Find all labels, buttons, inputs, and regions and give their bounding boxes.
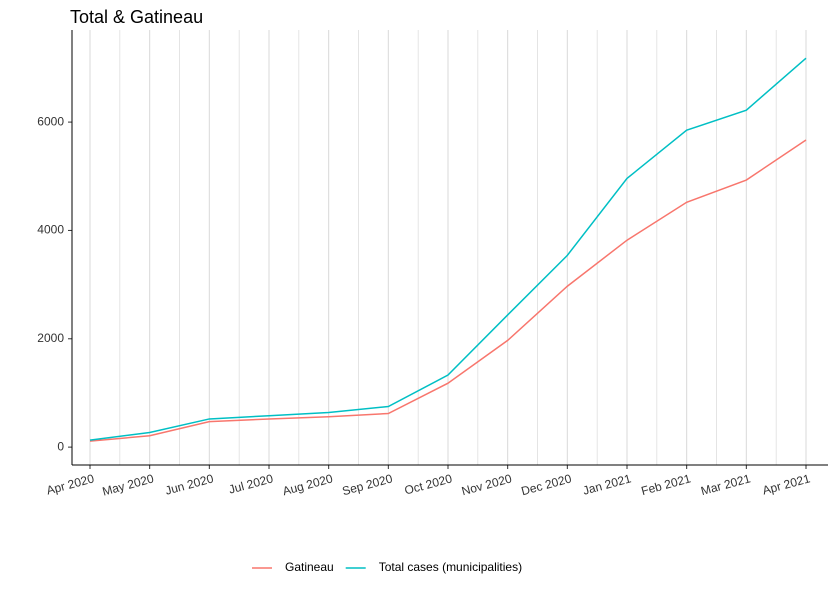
x-tick-label: Dec 2020 <box>520 471 574 498</box>
x-tick-label: Jun 2020 <box>164 471 216 497</box>
series-line <box>89 139 807 442</box>
x-tick-label: Feb 2021 <box>640 471 693 498</box>
y-tick-label: 0 <box>57 439 64 453</box>
x-tick-label: Apr 2021 <box>761 471 812 497</box>
x-tick-label: Aug 2020 <box>281 471 335 498</box>
x-tick-label: Oct 2020 <box>403 471 454 497</box>
y-tick-label: 6000 <box>37 114 64 128</box>
chart-title: Total & Gatineau <box>70 7 203 27</box>
x-tick-label: Sep 2020 <box>341 471 395 498</box>
x-tick-label: Apr 2020 <box>45 471 96 497</box>
y-tick-label: 2000 <box>37 331 64 345</box>
x-tick-label: Nov 2020 <box>460 471 514 498</box>
legend-label: Gatineau <box>285 560 334 574</box>
y-tick-label: 4000 <box>37 223 64 237</box>
x-tick-label: May 2020 <box>101 471 156 498</box>
series-line <box>89 57 807 441</box>
x-tick-label: Jul 2020 <box>227 471 275 496</box>
legend-label: Total cases (municipalities) <box>379 560 522 574</box>
x-tick-label: Mar 2021 <box>699 471 752 498</box>
x-tick-label: Jan 2021 <box>581 471 633 497</box>
